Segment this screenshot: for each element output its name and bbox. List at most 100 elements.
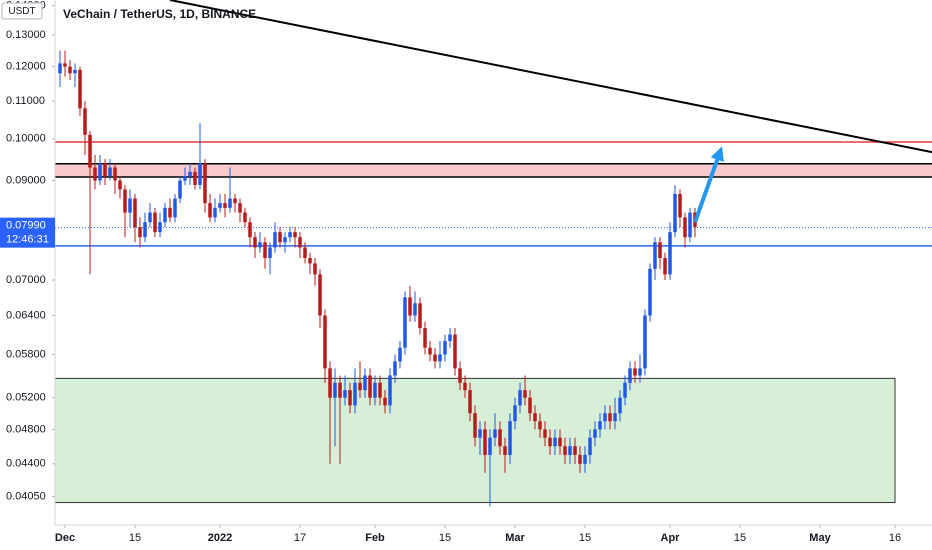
price-label-box — [0, 217, 55, 248]
candle-body — [83, 108, 87, 135]
candle-body — [178, 180, 182, 199]
candle-body — [368, 375, 372, 398]
candle-body — [678, 193, 682, 218]
candle-body — [588, 437, 592, 455]
candle-body — [308, 258, 312, 264]
candle-body — [638, 368, 642, 376]
candle-body — [233, 198, 237, 204]
candle-body — [613, 413, 617, 422]
candle-body — [173, 198, 177, 218]
candle-body — [213, 207, 217, 218]
candle-body — [263, 242, 267, 259]
x-tick-label: 2022 — [208, 532, 232, 544]
x-tick-label: 16 — [889, 532, 901, 544]
candle-body — [73, 69, 77, 74]
candle-body — [343, 390, 347, 398]
candle-body — [503, 446, 507, 455]
candle-body — [378, 382, 382, 398]
candle-body — [563, 446, 567, 455]
candle-body — [518, 390, 522, 406]
candle-body — [513, 405, 517, 422]
candle-body — [623, 382, 627, 398]
candle-body — [673, 193, 677, 233]
candle-body — [243, 212, 247, 223]
candle-body — [428, 347, 432, 355]
candle-body — [533, 413, 537, 422]
candle-body — [488, 437, 492, 455]
candle-body — [413, 303, 417, 316]
candle-body — [548, 437, 552, 447]
candle-body — [88, 134, 92, 168]
candle-body — [353, 382, 357, 406]
candle-body — [188, 171, 192, 177]
candle-body — [183, 176, 187, 181]
zone — [55, 163, 932, 178]
candle-body — [258, 242, 262, 248]
candle-body — [58, 63, 62, 74]
y-tick-label: 0.06400 — [6, 309, 46, 321]
candle-body — [108, 167, 112, 177]
candle-body — [198, 163, 202, 185]
candle-body — [558, 437, 562, 447]
candle-body — [153, 212, 157, 233]
candle-body — [298, 237, 302, 248]
candle-body — [643, 315, 647, 369]
y-tick-label: 0.11000 — [6, 95, 45, 107]
candle-body — [93, 167, 97, 181]
candle-body — [468, 390, 472, 414]
currency: USDT — [8, 6, 35, 17]
y-tick-label: 0.04050 — [6, 491, 46, 503]
candle-body — [203, 163, 207, 204]
axes: 0.140000.130000.120000.110000.100000.090… — [0, 0, 901, 544]
candle-body — [538, 421, 542, 430]
trend-line — [169, 0, 932, 154]
candle-body — [493, 429, 497, 438]
arrow-shaft — [693, 158, 720, 223]
candle-body — [573, 446, 577, 455]
candle-body — [273, 232, 277, 248]
candle-body — [478, 429, 482, 438]
y-tick-label: 0.13000 — [6, 29, 46, 41]
y-tick-label: 0.04400 — [6, 458, 46, 470]
price-axis — [0, 0, 55, 525]
candle-body — [328, 368, 332, 398]
candle-body — [313, 263, 317, 275]
x-tick-label: 15 — [734, 532, 746, 544]
x-tick-label: 15 — [129, 532, 141, 544]
candle-body — [423, 328, 427, 348]
candle-body — [223, 203, 227, 208]
candle-body — [268, 247, 272, 259]
candle-body — [288, 232, 292, 238]
price-label: 0.07990 — [6, 220, 46, 232]
y-tick-label: 0.05200 — [6, 392, 46, 404]
candle-body — [403, 297, 407, 348]
x-tick-label: Feb — [365, 532, 385, 544]
candle-body — [373, 382, 377, 398]
y-tick-label: 0.05800 — [6, 348, 46, 360]
candle-body — [358, 382, 362, 391]
y-tick-label: 0.09000 — [6, 174, 46, 186]
x-tick-label: May — [809, 532, 831, 544]
chart-title: VeChain / TetherUS, 1D, BINANCE — [63, 7, 256, 21]
candle-body — [253, 237, 257, 248]
x-tick-label: Mar — [505, 532, 525, 544]
candle-body — [433, 354, 437, 362]
y-tick-label: 0.12000 — [6, 61, 46, 73]
candle-body — [523, 390, 527, 398]
candle-body — [508, 421, 512, 455]
candle-body — [78, 69, 82, 109]
y-tick-label: 0.07000 — [6, 274, 46, 286]
candle-body — [278, 232, 282, 243]
candle-body — [618, 397, 622, 414]
candle-body — [348, 390, 352, 406]
candle-body — [118, 180, 122, 190]
candle-body — [98, 163, 102, 181]
candle-body — [143, 222, 147, 238]
candle-body — [158, 222, 162, 233]
candle-body — [553, 437, 557, 447]
x-tick-label: Dec — [55, 532, 75, 544]
candle-body — [138, 227, 142, 238]
candle-body — [648, 268, 652, 316]
candle-body — [438, 354, 442, 362]
